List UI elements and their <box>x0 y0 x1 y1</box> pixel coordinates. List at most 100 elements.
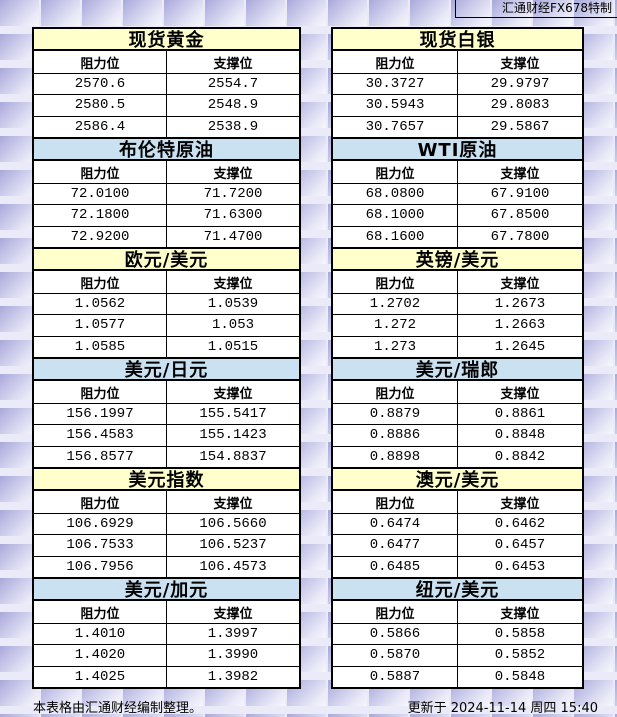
price-row: 0.5866 0.5858 <box>333 624 582 646</box>
resistance-header: 阻力位 <box>34 271 167 293</box>
price-table-title: 欧元/美元 <box>34 249 299 271</box>
price-table-header-row: 阻力位 支撑位 <box>34 51 299 74</box>
support-value: 106.4573 <box>199 558 267 575</box>
price-table-title: 布伦特原油 <box>34 139 299 161</box>
resistance-value: 68.1600 <box>333 226 458 247</box>
price-table-header-row: 阻力位 支撑位 <box>333 601 582 624</box>
price-table-header-row: 阻力位 支撑位 <box>333 51 582 74</box>
support-value: 71.7200 <box>203 186 263 203</box>
price-row: 156.8577 154.8837 <box>34 446 299 467</box>
left-column: 现货黄金 阻力位 支撑位 2570.6 2554.7 2580.5 2548.9 2586.4… <box>32 27 301 689</box>
resistance-value: 0.8886 <box>333 425 458 446</box>
price-table: 美元/日元 阻力位 支撑位 156.1997 155.5417 156.4583 155.1… <box>32 357 301 469</box>
support-header: 支撑位 <box>213 166 253 182</box>
price-row: 2570.6 2554.7 <box>34 74 299 96</box>
resistance-header: 阻力位 <box>333 161 458 183</box>
resistance-value: 1.4010 <box>34 624 167 645</box>
support-value: 0.6453 <box>494 558 546 575</box>
resistance-value: 2580.5 <box>34 95 167 116</box>
price-table-header-row: 阻力位 支撑位 <box>333 271 582 294</box>
footer-updated-timestamp: 更新于 2024-11-14 周四 15:40 <box>407 701 598 716</box>
price-table-title: 美元/日元 <box>34 359 299 381</box>
resistance-value: 106.7533 <box>34 535 167 556</box>
price-row: 2580.5 2548.9 <box>34 95 299 117</box>
support-value: 0.8842 <box>494 448 546 465</box>
price-row: 106.6929 106.5660 <box>34 514 299 536</box>
price-row: 30.7657 29.5867 <box>333 116 582 137</box>
resistance-value: 1.4025 <box>34 666 167 687</box>
support-value: 29.5867 <box>490 118 550 135</box>
price-row: 0.6485 0.6453 <box>333 556 582 577</box>
resistance-value: 68.0800 <box>333 184 458 205</box>
price-row: 72.9200 71.4700 <box>34 226 299 247</box>
resistance-value: 0.6477 <box>333 535 458 556</box>
resistance-value: 106.7956 <box>34 556 167 577</box>
support-value: 71.6300 <box>203 207 263 224</box>
brand-label: 汇通财经FX678特制 <box>455 0 617 18</box>
support-value: 67.8500 <box>490 207 550 224</box>
support-value: 106.5237 <box>199 537 267 554</box>
support-value: 0.5848 <box>494 668 546 685</box>
resistance-value: 0.6474 <box>333 514 458 535</box>
price-row: 1.0577 1.053 <box>34 315 299 337</box>
support-value: 1.053 <box>211 317 254 334</box>
support-header: 支撑位 <box>500 606 540 622</box>
price-row: 30.3727 29.9797 <box>333 74 582 96</box>
support-header: 支撑位 <box>213 386 253 402</box>
price-row: 0.5870 0.5852 <box>333 645 582 667</box>
resistance-header: 阻力位 <box>333 491 458 513</box>
support-value: 1.3982 <box>207 668 259 685</box>
price-table: 现货白银 阻力位 支撑位 30.3727 29.9797 30.5943 29.8083 30… <box>331 27 584 139</box>
price-table-title: 现货白银 <box>333 29 582 51</box>
resistance-header: 阻力位 <box>34 161 167 183</box>
price-row: 1.0562 1.0539 <box>34 294 299 316</box>
resistance-value: 1.0577 <box>34 315 167 336</box>
price-table: 欧元/美元 阻力位 支撑位 1.0562 1.0539 1.0577 1.053 1.0585… <box>32 247 301 359</box>
resistance-header: 阻力位 <box>333 381 458 403</box>
support-value: 2538.9 <box>207 118 259 135</box>
support-value: 29.9797 <box>490 76 550 93</box>
right-column: 现货白银 阻力位 支撑位 30.3727 29.9797 30.5943 29.8083 30… <box>331 27 584 689</box>
price-row: 1.273 1.2645 <box>333 336 582 357</box>
support-value: 2548.9 <box>207 97 259 114</box>
support-value: 155.5417 <box>199 406 267 423</box>
price-table-title: 现货黄金 <box>34 29 299 51</box>
resistance-value: 1.2702 <box>333 294 458 315</box>
price-table: 美元/加元 阻力位 支撑位 1.4010 1.3997 1.4020 1.3990 1.402… <box>32 577 301 689</box>
price-row: 106.7533 106.5237 <box>34 535 299 557</box>
support-value: 0.8861 <box>494 406 546 423</box>
resistance-header: 阻力位 <box>34 491 167 513</box>
price-table-header-row: 阻力位 支撑位 <box>34 601 299 624</box>
support-value: 1.3997 <box>207 626 259 643</box>
price-row: 68.1600 67.7800 <box>333 226 582 247</box>
support-value: 1.0515 <box>207 338 259 355</box>
support-value: 71.4700 <box>203 228 263 245</box>
resistance-value: 1.0562 <box>34 294 167 315</box>
support-value: 106.5660 <box>199 516 267 533</box>
resistance-value: 72.9200 <box>34 226 167 247</box>
price-row: 0.6477 0.6457 <box>333 535 582 557</box>
support-value: 0.8848 <box>494 427 546 444</box>
price-row: 2586.4 2538.9 <box>34 116 299 137</box>
resistance-value: 30.7657 <box>333 116 458 137</box>
support-value: 2554.7 <box>207 76 259 93</box>
footer-credit: 本表格由汇通财经编制整理。 <box>33 701 203 716</box>
resistance-value: 72.1800 <box>34 205 167 226</box>
support-value: 154.8837 <box>199 448 267 465</box>
resistance-header: 阻力位 <box>333 51 458 73</box>
price-table: 美元指数 阻力位 支撑位 106.6929 106.5660 106.7533 106.52… <box>32 467 301 579</box>
price-row: 30.5943 29.8083 <box>333 95 582 117</box>
support-value: 0.5858 <box>494 626 546 643</box>
price-table: 纽元/美元 阻力位 支撑位 0.5866 0.5858 0.5870 0.5852 0.588… <box>331 577 584 689</box>
resistance-value: 1.4020 <box>34 645 167 666</box>
support-header: 支撑位 <box>500 276 540 292</box>
price-row: 156.4583 155.1423 <box>34 425 299 447</box>
price-table-title: 美元指数 <box>34 469 299 491</box>
resistance-value: 1.0585 <box>34 336 167 357</box>
price-table-header-row: 阻力位 支撑位 <box>333 491 582 514</box>
price-row: 1.4010 1.3997 <box>34 624 299 646</box>
price-table: 现货黄金 阻力位 支撑位 2570.6 2554.7 2580.5 2548.9 2586.4… <box>32 27 301 139</box>
price-table-header-row: 阻力位 支撑位 <box>333 161 582 184</box>
resistance-value: 30.5943 <box>333 95 458 116</box>
support-header: 支撑位 <box>500 56 540 72</box>
